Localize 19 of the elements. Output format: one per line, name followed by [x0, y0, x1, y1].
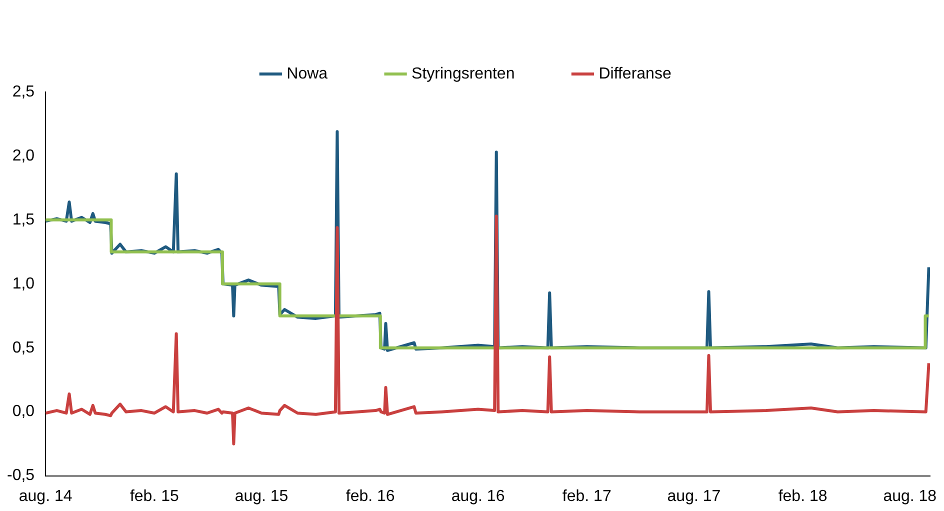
x-tick-label: feb. 17	[562, 488, 612, 505]
y-tick-label: 0,0	[12, 403, 35, 420]
x-tick-label: feb. 15	[130, 488, 179, 505]
x-tick-label: aug. 15	[234, 488, 288, 505]
x-tick-label: aug. 18	[883, 488, 937, 505]
y-tick-label: 2,0	[12, 147, 35, 164]
legend-label: Nowa	[286, 65, 328, 82]
legend-label: Styringsrenten	[412, 65, 515, 82]
y-tick-label: 0,5	[12, 339, 35, 356]
x-tick-label: feb. 18	[778, 488, 828, 505]
x-tick-label: aug. 16	[451, 488, 505, 505]
y-tick-label: 2,5	[12, 83, 35, 100]
y-tick-label: 1,0	[12, 275, 35, 292]
x-tick-label: feb. 16	[346, 488, 395, 505]
x-tick-label: aug. 14	[18, 488, 72, 505]
x-tick-label: aug. 17	[667, 488, 721, 505]
y-tick-label: 1,5	[12, 211, 35, 228]
y-tick-label: -0,5	[6, 467, 35, 484]
legend-label: Differanse	[598, 65, 672, 82]
